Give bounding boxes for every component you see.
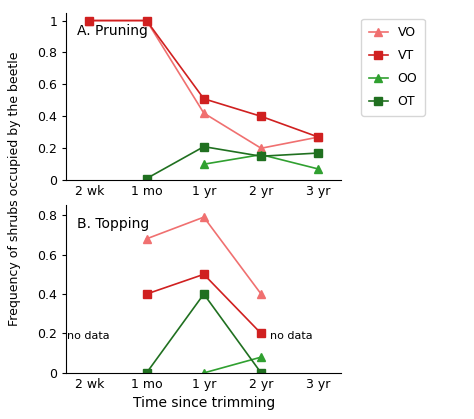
Text: B. Topping: B. Topping [77,217,150,231]
Text: A. Pruning: A. Pruning [77,24,148,38]
Legend: VO, VT, OO, OT: VO, VT, OO, OT [361,19,425,116]
X-axis label: Time since trimming: Time since trimming [133,396,275,410]
Text: Frequency of shrubs occupied by the beetle: Frequency of shrubs occupied by the beet… [8,51,21,326]
Text: no data: no data [67,331,109,341]
Text: no data: no data [271,331,313,341]
